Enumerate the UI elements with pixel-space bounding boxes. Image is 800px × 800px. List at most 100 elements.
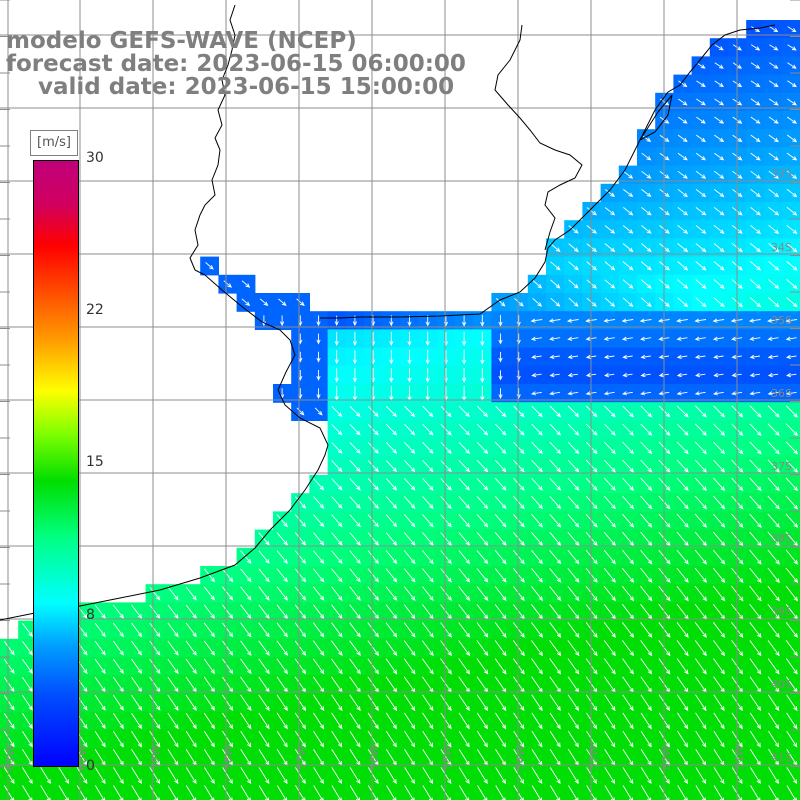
wind-arrow (58, 767, 70, 785)
wind-cell (364, 784, 383, 800)
wind-arrow (149, 658, 161, 675)
wind-arrow (749, 622, 762, 638)
wind-arrow (568, 243, 579, 253)
lon-label: 61W (4, 745, 17, 770)
wind-arrow (714, 98, 725, 106)
wind-arrow (641, 225, 652, 234)
wind-arrow (422, 441, 434, 454)
wind-arrow (404, 767, 415, 785)
wind-arrow (498, 351, 503, 363)
wind-arrow (3, 713, 15, 729)
wind-arrow (785, 336, 797, 341)
wind-arrow (786, 279, 798, 290)
wind-cell (746, 784, 765, 800)
wind-arrow (567, 513, 580, 528)
wind-arrow (531, 441, 543, 455)
wind-arrow (276, 514, 288, 528)
wind-arrow (768, 134, 779, 143)
wind-arrow (712, 477, 726, 492)
wind-arrow (276, 785, 288, 800)
wind-arrow (440, 423, 452, 436)
wind-arrow (240, 550, 252, 564)
wind-arrow (676, 336, 688, 341)
wind-arrow (222, 604, 234, 620)
wind-cell (782, 438, 800, 458)
wind-cell (236, 784, 256, 800)
wind-arrow (494, 586, 507, 601)
wind-arrow (786, 767, 798, 785)
wind-arrow (767, 513, 780, 528)
wind-arrow (476, 586, 489, 602)
wind-arrow (352, 332, 358, 346)
wind-arrow (316, 351, 321, 363)
wind-arrow (149, 640, 161, 656)
wind-arrow (495, 712, 507, 730)
wind-arrow (640, 477, 653, 491)
wind-arrow (385, 694, 398, 712)
wind-arrow (750, 152, 761, 161)
wind-arrow (422, 785, 433, 800)
wind-arrow (621, 622, 635, 638)
wind-arrow (695, 767, 707, 785)
lat-label: 38S (771, 532, 792, 545)
wind-arrow (404, 730, 416, 748)
wind-arrow (422, 423, 434, 436)
wind-arrow (548, 318, 561, 323)
wind-arrow (389, 332, 394, 347)
wind-arrow (258, 640, 270, 656)
wind-arrow (240, 785, 251, 800)
wind-arrow (603, 477, 616, 491)
wind-arrow (604, 225, 616, 234)
lon-label: 51W (733, 745, 746, 770)
wind-arrow (94, 658, 106, 674)
wind-arrow (785, 459, 798, 473)
wind-arrow (786, 261, 798, 271)
wind-arrow (550, 243, 561, 253)
wind-arrow (749, 730, 761, 748)
wind-arrow (240, 730, 252, 748)
wind-arrow (222, 712, 234, 730)
wind-arrow (440, 586, 452, 601)
lat-label: 36S (771, 387, 792, 400)
wind-arrow (622, 279, 634, 289)
wind-arrow (3, 640, 15, 656)
wind-arrow (603, 318, 616, 323)
wind-arrow (785, 640, 798, 657)
wind-arrow (549, 477, 562, 491)
wind-arrow (185, 785, 197, 800)
wind-arrow (641, 170, 652, 179)
wind-arrow (349, 460, 361, 473)
wind-arrow (640, 640, 653, 657)
wind-arrow (440, 441, 452, 454)
wind-arrow (276, 767, 288, 785)
wind-arrow (713, 441, 726, 455)
wind-arrow (767, 585, 780, 602)
wind-arrow (531, 495, 543, 510)
wind-arrow (695, 225, 707, 234)
wind-arrow (694, 549, 707, 565)
wind-arrow (185, 767, 197, 785)
wind-arrow (403, 514, 416, 528)
wind-arrow (331, 586, 343, 601)
wind-arrow (458, 586, 471, 602)
wind-arrow (603, 585, 616, 602)
wind-arrow (94, 767, 106, 785)
wind-arrow (440, 532, 452, 546)
wind-arrow (568, 261, 579, 271)
wind-cell (782, 729, 800, 749)
wind-arrow (786, 188, 798, 198)
wind-arrow (203, 604, 216, 619)
wind-arrow (331, 640, 343, 656)
wind-arrow (421, 658, 434, 675)
wind-arrow (385, 622, 398, 638)
wind-arrow (641, 189, 652, 198)
wind-arrow (549, 658, 562, 675)
wind-cell (673, 784, 693, 800)
wind-cell (709, 784, 729, 800)
wind-arrow (113, 767, 124, 785)
wind-arrow (167, 785, 179, 800)
wind-arrow (185, 730, 197, 748)
wind-arrow (349, 514, 361, 528)
wind-cell (91, 784, 110, 800)
wind-arrow (112, 622, 124, 638)
